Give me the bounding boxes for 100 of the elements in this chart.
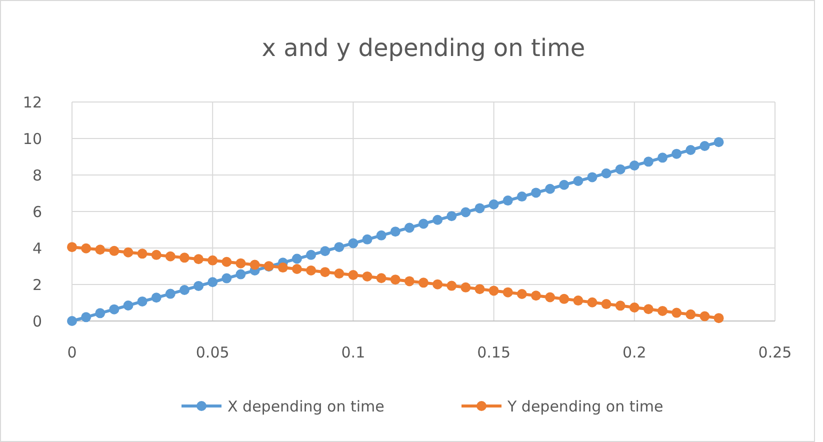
point [250,260,260,270]
point [81,243,92,254]
y-tick-label: 4 [32,239,42,258]
point [123,300,134,310]
point [67,242,77,252]
point [601,299,612,310]
point [573,296,584,306]
point [137,296,148,306]
point [460,207,471,218]
point [123,247,134,258]
point [672,308,682,318]
point [208,255,218,266]
y-tick-label: 6 [32,202,42,221]
point [700,311,710,322]
point [530,188,541,198]
point [236,258,246,268]
point [334,242,344,252]
point [362,271,372,282]
point [460,282,471,292]
point [545,292,556,302]
point [95,308,106,318]
point [516,288,527,299]
point [179,252,190,263]
point [306,250,316,260]
point [700,140,710,151]
point [587,172,598,182]
point [362,234,372,244]
point [165,288,176,299]
point [488,286,499,296]
point [545,184,556,194]
point [418,218,428,229]
point [95,244,106,255]
point [516,192,527,202]
point [643,304,654,314]
y-tick-label: 10 [22,130,42,148]
point [488,199,499,210]
point [320,246,330,256]
point [474,203,485,214]
point [474,284,485,294]
point [530,290,541,301]
point [502,287,513,298]
point [376,273,386,284]
point [194,254,204,264]
y-tick-label: 2 [32,276,42,294]
point [334,268,344,279]
point [587,297,598,308]
point [643,156,654,167]
point [559,294,570,304]
point [165,251,176,262]
point [432,279,443,290]
point [714,313,724,324]
point [601,168,612,178]
point [151,250,162,260]
point [714,137,724,148]
point [194,280,204,291]
point [376,230,386,240]
y-tick-label: 0 [32,312,42,330]
point [615,300,626,311]
point [109,304,120,314]
point [390,226,400,237]
point [446,280,457,291]
point [446,211,457,222]
point [404,276,414,286]
point [615,164,626,174]
point [320,267,330,278]
x-tick-label: 0.2 [622,343,646,362]
point [573,176,584,186]
point [137,248,148,259]
point [686,144,696,155]
point [658,306,668,316]
point [292,264,302,274]
x-tick-label: 0.05 [196,343,230,362]
point [348,238,358,248]
point [390,274,400,285]
point [151,292,162,303]
chart-title: x and y depending on time [262,34,586,62]
point [109,246,120,256]
point [81,312,92,322]
y-tick-label: 8 [32,166,42,184]
point [629,302,640,312]
point [559,180,570,190]
point [278,262,288,273]
legend-label: Y depending on time [506,397,664,416]
legend-label: X depending on time [228,397,384,416]
point [348,270,358,280]
x-tick-label: 0.15 [477,343,511,362]
point [222,273,232,284]
x-tick-label: 0.1 [341,343,366,362]
point [236,269,246,280]
point [222,256,232,267]
point [179,284,190,295]
point [672,148,682,159]
point [306,265,316,276]
point [208,277,218,288]
point [418,278,428,288]
y-tick-label: 12 [22,93,42,112]
point [292,254,302,264]
point [432,214,443,225]
point [404,222,414,233]
x-tick-label: 0.25 [758,343,792,362]
